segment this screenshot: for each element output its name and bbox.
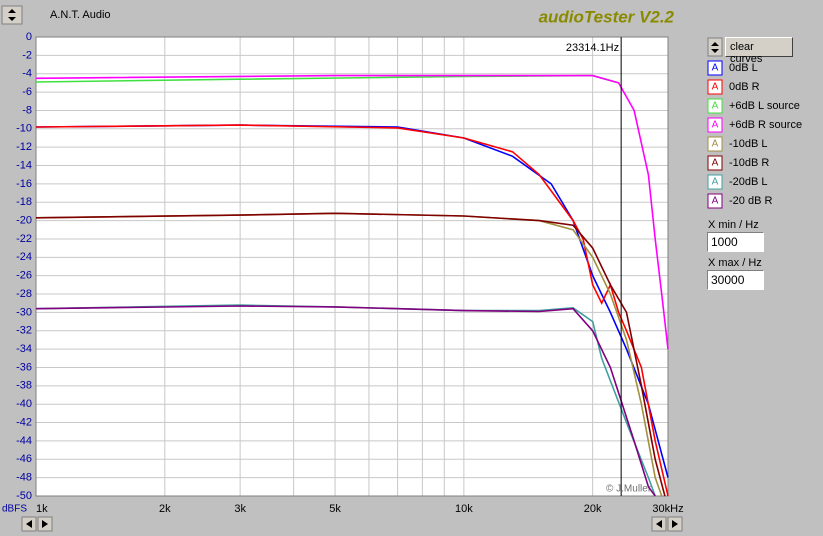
brand: A.N.T. Audio [50,9,111,21]
y-axis-label: dBFS [2,504,27,515]
y-tick-label: -18 [16,196,32,208]
legend-icon-letter: A [712,120,719,131]
legend-icon [707,117,723,133]
legend-icon-letter: A [712,101,719,112]
x-tick-label: 20k [584,503,602,515]
series-line [35,212,666,497]
x-tick-label: 5k [329,503,341,515]
y-tick-label: -44 [16,435,32,447]
xmax-input[interactable]: 30000 [707,270,764,290]
legend-icon [707,136,723,152]
clear-curves-button[interactable]: clear curves [725,37,793,65]
arrow [672,520,678,528]
legend-icon-letter: A [712,196,719,207]
y-tick-label: -14 [16,159,32,171]
x-tick-label: 1k [36,503,48,515]
legend-entry: -10dB L [729,138,768,150]
y-tick-label: -2 [22,49,32,61]
spin-arrows [8,9,16,21]
legend-entry: 0dB R [729,81,760,93]
y-tick-label: -46 [16,453,32,465]
y-tick-label: -34 [16,343,32,355]
y-tick-label: -28 [16,288,32,300]
x-tick-label: 30kHz [652,503,683,515]
arrow [26,520,32,528]
y-tick-label: -22 [16,233,32,245]
y-tick-label: -6 [22,86,32,98]
app-title: audioTester V2.2 [539,7,675,26]
y-tick-label: -38 [16,380,32,392]
arrow [656,520,662,528]
series-line [35,74,669,350]
y-tick-label: -12 [16,141,32,153]
y-tick-label: -36 [16,361,32,373]
series-line [35,305,656,497]
x-tick-label: 3k [234,503,246,515]
y-tick-label: 0 [26,31,32,43]
legend-icon-letter: A [712,177,719,188]
xmax-label: X max / Hz [708,257,762,269]
legend-icon [707,193,723,209]
legend-icon [707,155,723,171]
y-tick-label: -4 [22,68,32,80]
y-tick-label: -48 [16,472,32,484]
legend-entry: -10dB R [729,157,769,169]
xmin-label: X min / Hz [708,219,759,231]
legend-icon [707,79,723,95]
xmin-input[interactable]: 1000 [707,232,764,252]
y-tick-label: -10 [16,123,32,135]
legend-icon-letter: A [712,82,719,93]
legend-entry: -20dB L [729,176,768,188]
x-tick-label: 10k [455,503,473,515]
spin-arrows [711,42,719,53]
legend-icon [707,98,723,114]
y-tick-label: -8 [22,104,32,116]
y-tick-label: -42 [16,416,32,428]
arrow [42,520,48,528]
copyright: © J.Muller [606,484,652,495]
legend-entry: +6dB R source [729,119,802,131]
spin-button[interactable] [707,37,723,57]
legend-entry: 0dB L [729,62,758,74]
x-tick-label: 2k [159,503,171,515]
y-tick-label: -30 [16,306,32,318]
y-tick-label: -50 [16,490,32,502]
cursor-label: 23314.1Hz [566,42,619,54]
legend-icon-letter: A [712,63,719,74]
plot-area [36,37,668,496]
y-tick-label: -24 [16,251,32,263]
plot-frame [35,36,669,497]
y-tick-label: -26 [16,270,32,282]
legend-icon-letter: A [712,139,719,150]
y-tick-label: -40 [16,398,32,410]
spin-button[interactable] [1,5,23,25]
legend-entry: +6dB L source [729,100,800,112]
legend-entry: -20 dB R [729,195,772,207]
y-tick-label: -16 [16,178,32,190]
y-tick-label: -20 [16,215,32,227]
legend-icon-letter: A [712,158,719,169]
legend-icon [707,174,723,190]
legend-icon [707,60,723,76]
y-tick-label: -32 [16,325,32,337]
